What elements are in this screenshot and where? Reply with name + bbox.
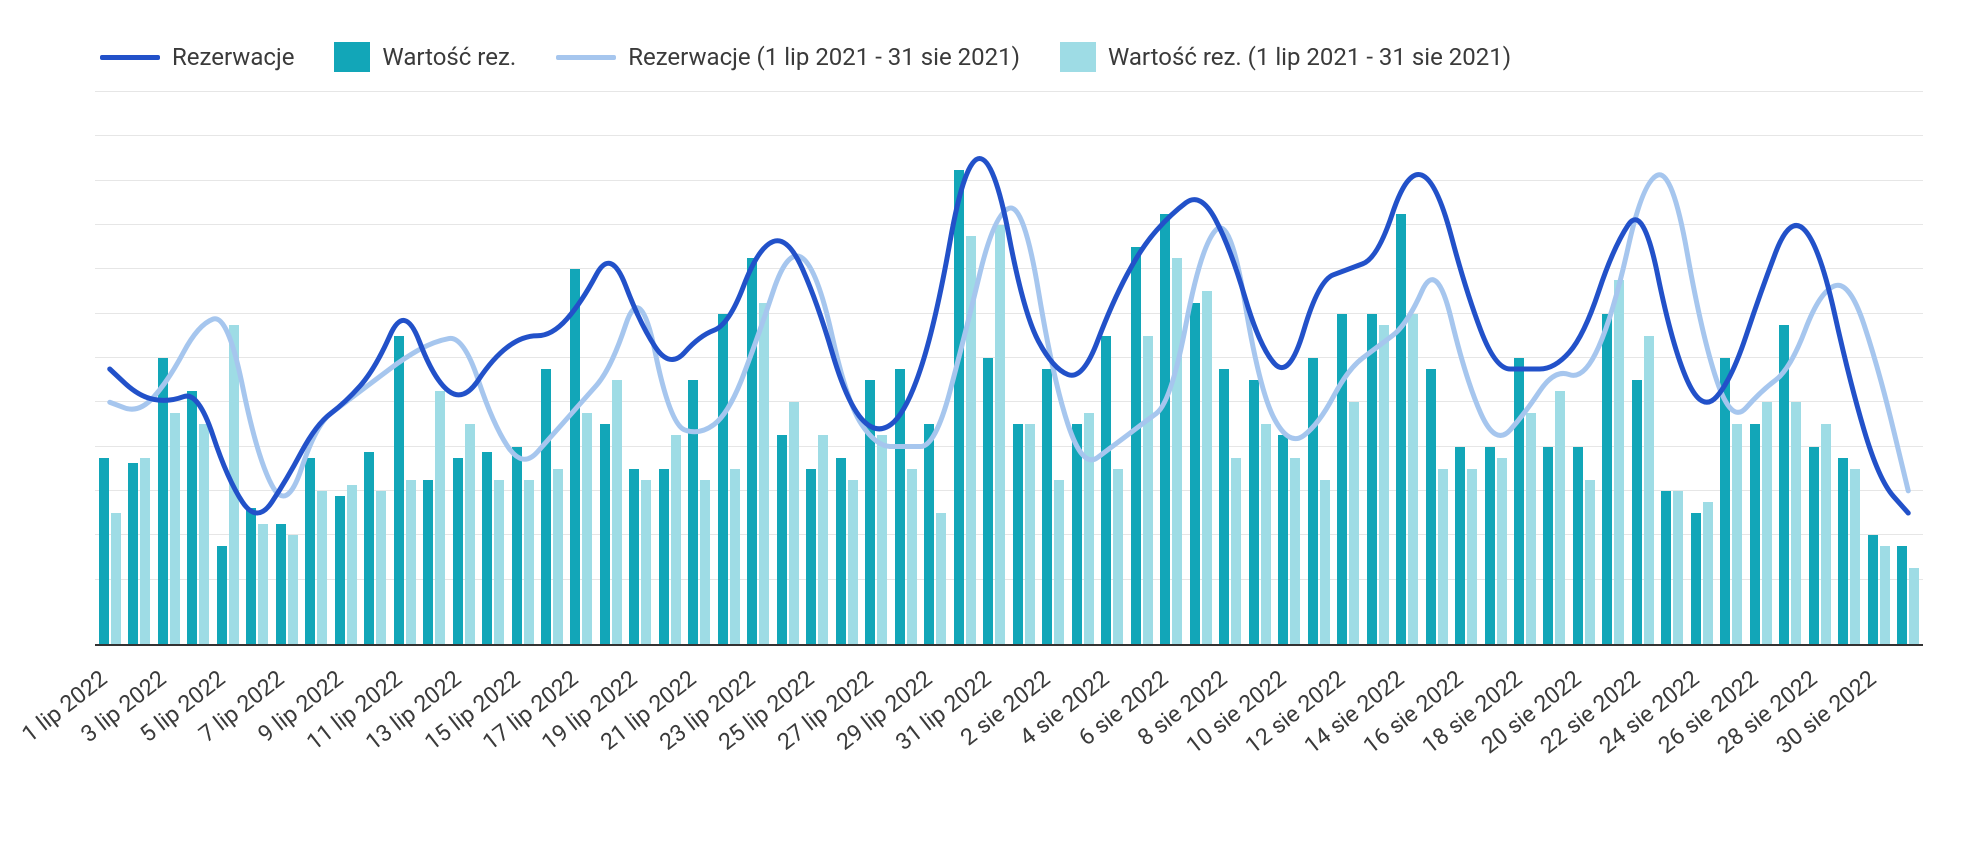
legend-box-swatch	[1060, 42, 1096, 72]
legend-label: Wartość rez. (1 lip 2021 - 31 sie 2021)	[1108, 43, 1511, 71]
legend-item: Rezerwacje	[100, 43, 294, 71]
legend-item: Wartość rez.	[334, 42, 516, 72]
legend-label: Wartość rez.	[382, 43, 516, 71]
plot-area	[95, 92, 1923, 646]
legend-line-swatch	[100, 55, 160, 60]
legend-line-swatch	[556, 55, 616, 60]
legend: Rezerwacje Wartość rez. Rezerwacje (1 lip …	[100, 42, 1511, 72]
x-axis	[95, 644, 1923, 646]
legend-box-swatch	[334, 42, 370, 72]
legend-label: Rezerwacje (1 lip 2021 - 31 sie 2021)	[628, 43, 1020, 71]
lines-layer	[95, 92, 1923, 646]
legend-label: Rezerwacje	[172, 43, 294, 71]
legend-item: Rezerwacje (1 lip 2021 - 31 sie 2021)	[556, 43, 1020, 71]
legend-item: Wartość rez. (1 lip 2021 - 31 sie 2021)	[1060, 42, 1511, 72]
chart-container: Rezerwacje Wartość rez. Rezerwacje (1 lip …	[0, 0, 1980, 842]
x-axis-labels: 1 lip 20223 lip 20225 lip 20227 lip 2022…	[95, 650, 1923, 830]
